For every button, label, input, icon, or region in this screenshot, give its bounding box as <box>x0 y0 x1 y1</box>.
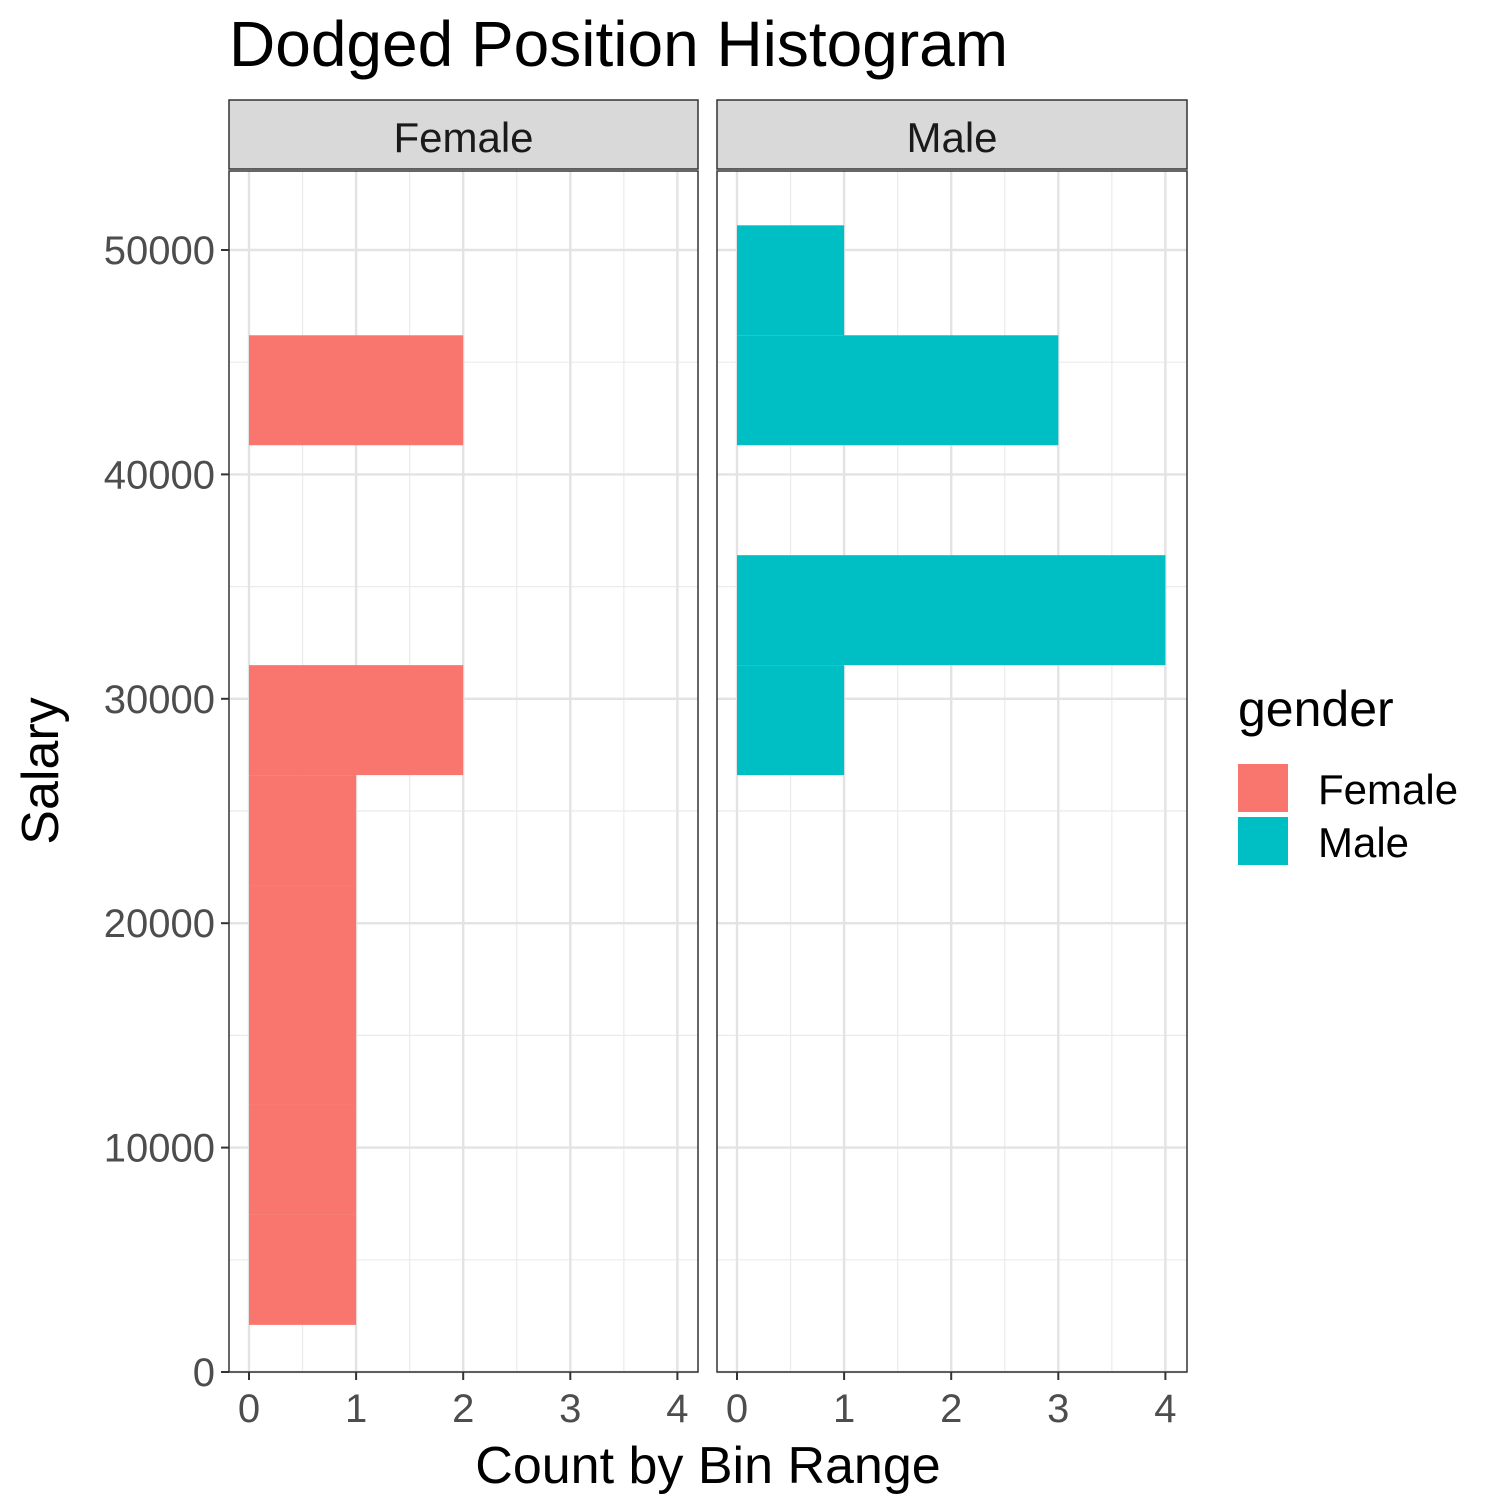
y-axis: 0 10000 20000 30000 40000 50000 <box>104 229 229 1395</box>
legend-key-female <box>1238 764 1288 812</box>
y-tick-label: 10000 <box>104 1127 215 1171</box>
x-tick-label: 4 <box>1154 1387 1176 1431</box>
x-tick-label: 0 <box>726 1387 748 1431</box>
bar-female <box>249 775 357 886</box>
x-tick-label: 3 <box>1047 1387 1069 1431</box>
y-tick-label: 0 <box>193 1351 215 1395</box>
facet-strip-label: Male <box>906 114 997 161</box>
bar-male <box>737 665 845 776</box>
x-tick-label: 4 <box>666 1387 688 1431</box>
bar-female <box>249 885 357 996</box>
bar-male <box>737 225 845 336</box>
y-tick-label: 30000 <box>104 678 215 722</box>
x-tick-label: 3 <box>559 1387 581 1431</box>
chart-title: Dodged Position Histogram <box>229 8 1008 80</box>
x-tick-label: 1 <box>833 1387 855 1431</box>
x-tick-label: 1 <box>345 1387 367 1431</box>
panel-female: Female 0 1 2 3 4 <box>228 99 699 1431</box>
bar-male <box>737 555 1166 666</box>
legend-key-male <box>1238 817 1288 865</box>
facet-strip <box>716 99 1188 170</box>
legend-label-male: Male <box>1318 819 1409 866</box>
y-tick-label: 50000 <box>104 229 215 273</box>
bar-female <box>249 995 357 1105</box>
legend-title: gender <box>1238 681 1394 737</box>
bar-female <box>249 1104 357 1215</box>
y-axis-label: Salary <box>12 697 70 844</box>
bar-female <box>249 665 464 776</box>
y-tick-label: 20000 <box>104 902 215 946</box>
x-tick-label: 0 <box>238 1387 260 1431</box>
facet-strip-label: Female <box>393 114 533 161</box>
bar-male <box>737 335 1059 446</box>
panel-male: Male 0 1 2 3 4 <box>716 99 1188 1431</box>
bar-female <box>249 1214 357 1325</box>
x-tick-label: 2 <box>940 1387 962 1431</box>
bar-female <box>249 335 464 446</box>
x-axis-label: Count by Bin Range <box>475 1437 940 1495</box>
legend: gender Female Male <box>1238 681 1458 866</box>
y-tick-label: 40000 <box>104 453 215 497</box>
facet-strip <box>228 99 699 170</box>
legend-label-female: Female <box>1318 766 1458 813</box>
x-tick-label: 2 <box>452 1387 474 1431</box>
